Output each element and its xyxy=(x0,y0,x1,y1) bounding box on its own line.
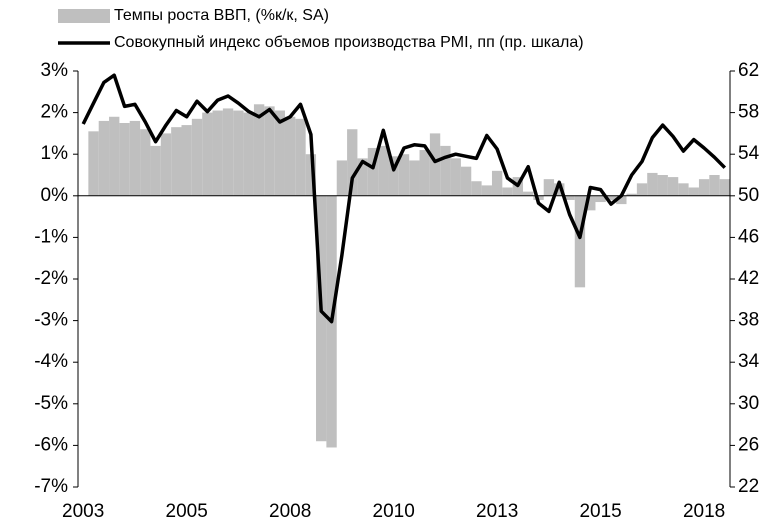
bar xyxy=(616,195,627,205)
bar xyxy=(554,183,565,196)
bar xyxy=(543,179,555,196)
y2-tick-label: 58 xyxy=(738,102,759,123)
y2-tick-label: 54 xyxy=(738,143,760,164)
bar xyxy=(109,116,120,196)
bar xyxy=(171,127,182,196)
bar xyxy=(574,195,586,288)
bar xyxy=(181,125,192,196)
x-tick-label: 2003 xyxy=(62,501,104,522)
bar xyxy=(274,110,285,196)
y-tick-label: -4% xyxy=(34,351,68,372)
bar xyxy=(481,185,492,196)
y2-tick-label: 34 xyxy=(738,351,760,372)
y-tick-label: 3% xyxy=(41,60,69,81)
x-tick-label: 2018 xyxy=(683,501,725,522)
bar xyxy=(150,145,161,196)
bar xyxy=(419,150,430,196)
bar xyxy=(357,158,368,196)
bar xyxy=(305,154,317,196)
bar xyxy=(678,183,689,196)
y-tick-label: -5% xyxy=(34,393,68,414)
legend-label: Совокупный индекс объемов производства P… xyxy=(114,34,584,51)
x-tick-label: 2008 xyxy=(269,501,311,522)
x-tick-label: 2010 xyxy=(373,501,415,522)
bar xyxy=(284,116,296,196)
bar xyxy=(450,158,461,196)
y-tick-label: -6% xyxy=(34,434,68,455)
y2-tick-label: 22 xyxy=(738,476,759,497)
bar xyxy=(140,129,151,196)
bar xyxy=(429,133,441,196)
bar xyxy=(471,181,482,196)
y2-tick-label: 50 xyxy=(738,185,759,206)
bar xyxy=(243,112,254,196)
legend-swatch xyxy=(58,9,110,23)
y2-tick-label: 62 xyxy=(738,60,759,81)
bar xyxy=(316,195,327,442)
bar xyxy=(647,172,658,196)
bar xyxy=(605,195,617,200)
x-tick-label: 2005 xyxy=(166,501,208,522)
bar xyxy=(709,175,720,196)
y2-tick-label: 38 xyxy=(738,310,759,331)
y-tick-label: -3% xyxy=(34,310,68,331)
bar xyxy=(636,183,648,196)
bar xyxy=(595,195,606,203)
bar xyxy=(719,179,730,196)
bar xyxy=(502,187,513,196)
y-tick-label: 0% xyxy=(41,185,69,206)
y-tick-label: -2% xyxy=(34,268,68,289)
bar xyxy=(264,106,275,196)
y2-tick-label: 30 xyxy=(738,393,759,414)
bar xyxy=(160,133,172,196)
bar xyxy=(233,110,244,196)
line xyxy=(81,73,727,324)
bar xyxy=(88,131,99,196)
bar xyxy=(564,195,575,200)
y-tick-label: -7% xyxy=(34,476,68,497)
bar xyxy=(347,129,358,196)
bar xyxy=(336,160,348,196)
bar xyxy=(98,120,110,196)
bar xyxy=(202,112,213,196)
bar xyxy=(409,160,420,196)
bar xyxy=(222,108,234,196)
bar xyxy=(253,104,265,196)
y-tick-label: 1% xyxy=(41,143,69,164)
bar xyxy=(523,191,534,196)
bar xyxy=(129,120,141,196)
bar xyxy=(698,179,710,196)
bar xyxy=(119,123,130,196)
bar xyxy=(212,110,223,196)
bar xyxy=(585,195,596,211)
bar xyxy=(491,170,503,196)
x-tick-label: 2015 xyxy=(579,501,621,522)
bar xyxy=(295,118,306,196)
y2-tick-label: 42 xyxy=(738,268,759,289)
bar xyxy=(460,166,472,196)
bar xyxy=(667,177,679,196)
y2-tick-label: 46 xyxy=(738,226,759,247)
bar xyxy=(626,193,637,196)
bar xyxy=(688,187,699,196)
bar xyxy=(191,118,203,196)
bar xyxy=(398,154,410,196)
y2-tick-label: 26 xyxy=(738,434,759,455)
legend-label: Темпы роста ВВП, (%к/к, SA) xyxy=(114,7,329,24)
x-tick-label: 2013 xyxy=(476,501,518,522)
bar xyxy=(367,147,379,196)
bar xyxy=(378,145,389,196)
bar xyxy=(388,156,399,196)
bar xyxy=(440,145,451,196)
y-tick-label: -1% xyxy=(34,226,68,247)
y-tick-label: 2% xyxy=(41,102,69,123)
bar xyxy=(657,175,668,196)
